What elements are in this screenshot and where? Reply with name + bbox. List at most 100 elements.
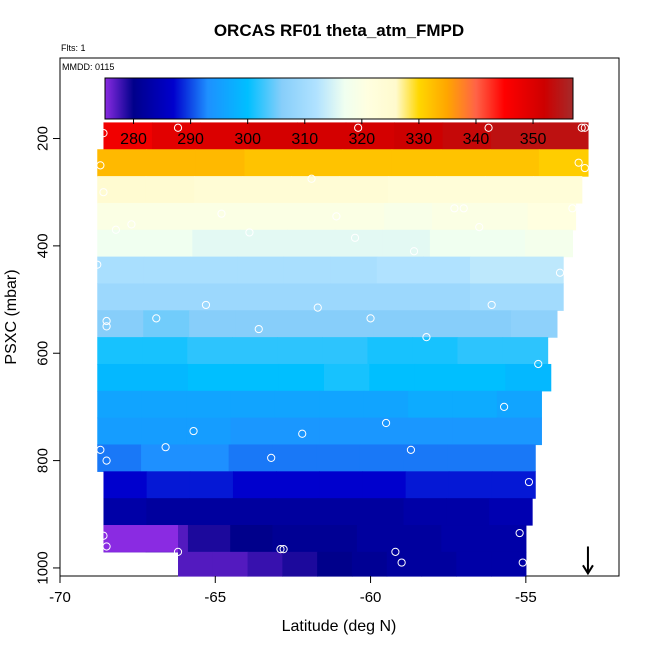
heatmap-cell (184, 444, 230, 472)
data-point (515, 528, 524, 538)
heatmap-cell (212, 551, 249, 577)
heatmap-cell (247, 551, 283, 577)
heatmap-cell (141, 417, 187, 446)
heatmap-cell (330, 283, 378, 311)
colorbar-ticks: 280 290 300 310 320 330 340 350 (120, 119, 546, 148)
x-tick-label: -65 (204, 589, 226, 606)
heatmap-cell (189, 498, 233, 526)
heatmap-cell (369, 363, 416, 392)
heatmap-cell (469, 256, 518, 285)
heatmap-cell (144, 229, 193, 258)
heatmap-cell (391, 149, 442, 177)
heatmap-cell (235, 310, 282, 338)
heatmap-cell (228, 444, 274, 472)
heatmap-cell (362, 471, 407, 499)
heatmap-cell (436, 176, 486, 204)
heatmap-cell (510, 310, 558, 338)
heatmap-cell (432, 202, 481, 231)
heatmap-cell (145, 202, 194, 231)
data-point (487, 300, 496, 310)
heatmap-cell (403, 498, 447, 526)
heatmap-cell (403, 444, 449, 472)
heatmap-cell (230, 525, 274, 553)
data-point (276, 545, 285, 554)
heatmap-cell (319, 471, 364, 499)
data-point (201, 300, 211, 310)
data-point (332, 212, 341, 221)
heatmap-cell (323, 363, 370, 392)
colorbar-tick-label: 300 (234, 131, 261, 148)
data-point (574, 158, 583, 167)
x-tick-label: -55 (515, 589, 537, 606)
heatmap-cell (232, 498, 276, 526)
heatmap-cell (143, 256, 192, 285)
heatmap-cell (516, 256, 564, 285)
heatmap-cell (274, 390, 320, 419)
y-tick-label: 800 (35, 448, 52, 473)
arrow-head (582, 564, 594, 576)
y-tick-label: 400 (35, 233, 52, 258)
heatmap-cell (479, 202, 529, 231)
heatmap-cell (539, 122, 589, 150)
data-point (580, 163, 589, 173)
data-point (391, 547, 400, 556)
heatmap-cell (97, 337, 143, 365)
data-point (422, 333, 431, 342)
heatmap-cell (423, 283, 471, 311)
heatmap-cell (97, 444, 142, 472)
heatmap-cell (178, 551, 214, 577)
heatmap-cell (293, 149, 344, 177)
heatmap-cell (194, 176, 244, 204)
heatmap-cell (489, 498, 533, 526)
data-point (534, 359, 543, 369)
heatmap-cell (502, 337, 549, 365)
heatmap-cell (237, 283, 285, 311)
heatmap-cell (469, 283, 518, 311)
heatmap-cell (146, 471, 191, 499)
data-point (267, 453, 276, 463)
heatmap-cell (274, 417, 320, 446)
heatmap-cell (496, 417, 542, 446)
colorbar-tick-label: 340 (463, 131, 490, 148)
heatmap-cell (146, 498, 190, 526)
data-point (99, 129, 108, 138)
heatmap-cell (386, 551, 423, 577)
data-point (161, 443, 170, 452)
heatmap-cell (330, 256, 378, 285)
heatmap-cell (103, 525, 179, 552)
heatmap-cell (187, 525, 231, 553)
heatmap-cell (327, 310, 374, 338)
heatmap-cell (187, 363, 234, 392)
heatmap-cell (322, 337, 369, 365)
heatmap-cell (237, 256, 285, 285)
heatmap-cell (141, 390, 187, 419)
data-point (93, 260, 102, 269)
heatmap-cell (373, 310, 420, 338)
heatmap-cell (97, 229, 146, 258)
heatmap-cell (359, 444, 405, 472)
heatmap-cell (376, 256, 424, 285)
heatmap-cell (186, 390, 232, 419)
data-point (99, 531, 108, 540)
heatmap-cell (242, 176, 292, 204)
data-point (354, 123, 363, 132)
heatmap-cell (484, 176, 534, 204)
y-tick-label: 600 (35, 341, 52, 366)
heatmap-cell (351, 551, 388, 577)
heatmap-cell (452, 390, 498, 419)
colorbar-tick-label: 280 (120, 131, 147, 148)
heatmap-cell (97, 363, 144, 392)
heatmap-cell (459, 363, 506, 392)
heatmap-cell (291, 176, 341, 204)
data-point (298, 429, 307, 438)
heatmap-cell (367, 337, 414, 365)
data-point (518, 558, 527, 567)
colorbar-tick-label: 310 (291, 131, 318, 148)
heatmap-cell (97, 202, 146, 231)
data-point (313, 303, 322, 312)
heatmap-cell (145, 176, 195, 204)
heatmap-cell (232, 337, 278, 365)
y-axis: 200 400 600 800 1000 (35, 126, 60, 585)
data-point (499, 402, 509, 412)
data-point (484, 123, 493, 132)
